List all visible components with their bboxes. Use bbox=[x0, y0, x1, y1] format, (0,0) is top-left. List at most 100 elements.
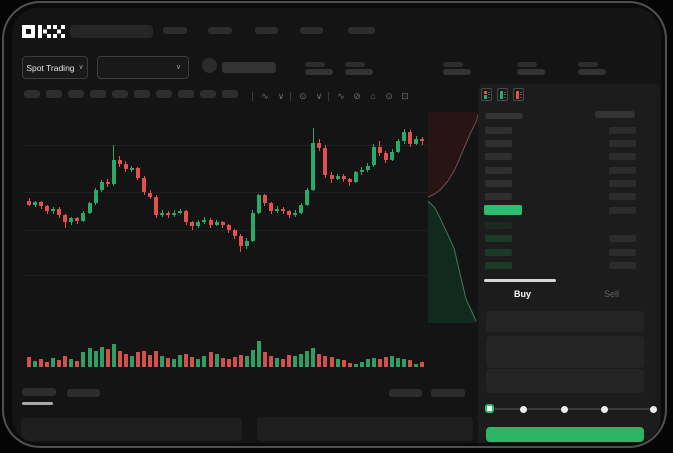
market-type-selector[interactable]: Spot Trading ∨ bbox=[22, 56, 88, 79]
bottom-link-1[interactable] bbox=[389, 389, 422, 397]
volume-bar bbox=[196, 358, 201, 367]
ask-price-skeleton bbox=[485, 140, 512, 147]
tab-sell[interactable]: Sell bbox=[567, 284, 656, 304]
candle bbox=[383, 153, 388, 161]
book-icon-lines bbox=[488, 91, 490, 99]
volume-bar bbox=[299, 353, 304, 367]
candle bbox=[420, 138, 425, 142]
timeframe-chip[interactable] bbox=[222, 90, 238, 98]
volume-bar bbox=[390, 355, 394, 367]
candle bbox=[214, 222, 219, 225]
candle-style-icon[interactable]: ∿ bbox=[261, 91, 269, 101]
slider-stop[interactable] bbox=[520, 405, 527, 413]
volume-bar bbox=[111, 344, 116, 368]
volume-bar bbox=[396, 357, 401, 368]
volume-bar bbox=[27, 356, 31, 367]
candle bbox=[226, 224, 231, 231]
slider-stop[interactable] bbox=[561, 405, 568, 413]
chevron-down-icon[interactable]: ∨ bbox=[277, 91, 285, 101]
nav-item[interactable] bbox=[348, 27, 375, 34]
timeframe-chip[interactable] bbox=[68, 90, 84, 98]
snapshot-icon[interactable]: ⌂ bbox=[370, 91, 376, 101]
timeframe-chip[interactable] bbox=[178, 90, 194, 98]
candle bbox=[311, 142, 316, 190]
slider-stop[interactable] bbox=[601, 405, 608, 413]
candle bbox=[390, 152, 394, 161]
volume-bar bbox=[275, 357, 279, 368]
line-tools-icon[interactable]: ∿ bbox=[337, 91, 345, 101]
toolbar-divider bbox=[290, 92, 291, 101]
toolbar-divider bbox=[252, 92, 253, 101]
candle bbox=[123, 164, 128, 170]
candle bbox=[190, 222, 195, 227]
volume-bar bbox=[75, 361, 80, 367]
timeframe-chip[interactable] bbox=[112, 90, 128, 98]
indicators-icon[interactable]: ⊙ bbox=[299, 91, 307, 101]
asks-book-icon[interactable] bbox=[513, 88, 524, 101]
okx-logo[interactable] bbox=[22, 25, 66, 39]
volume-bar bbox=[33, 361, 38, 367]
volume-bar bbox=[353, 363, 358, 367]
nav-item[interactable] bbox=[255, 27, 278, 34]
price-input[interactable] bbox=[486, 311, 644, 332]
book-icon-lines bbox=[504, 91, 506, 99]
volume-bar bbox=[371, 357, 376, 368]
slider-stop[interactable] bbox=[650, 405, 657, 413]
candles-layer bbox=[24, 103, 428, 378]
stat-label-skeleton bbox=[443, 62, 463, 67]
ask-amount-skeleton bbox=[609, 167, 636, 174]
candle bbox=[341, 176, 346, 179]
h-gridline bbox=[24, 192, 428, 193]
timeframe-chip[interactable] bbox=[134, 90, 150, 98]
candle bbox=[93, 189, 98, 204]
candle-wick bbox=[421, 137, 423, 146]
fullscreen-icon[interactable]: ⊡ bbox=[401, 91, 409, 101]
pair-selector[interactable]: ∨ bbox=[97, 56, 189, 79]
last-price-bar[interactable] bbox=[484, 205, 522, 215]
candlestick-chart[interactable] bbox=[24, 103, 428, 378]
candle bbox=[202, 219, 207, 223]
bottom-link-2[interactable] bbox=[431, 389, 465, 397]
bottom-tab-order-history[interactable] bbox=[67, 389, 100, 397]
buy-submit-button[interactable] bbox=[486, 427, 644, 442]
book-icon-col bbox=[499, 90, 503, 99]
bids-book-icon[interactable] bbox=[497, 88, 508, 101]
timeframe-chip[interactable] bbox=[24, 90, 40, 98]
slider-handle[interactable] bbox=[485, 403, 494, 413]
volume-bar bbox=[190, 356, 195, 367]
volume-bar bbox=[226, 358, 231, 367]
chevron-down-icon[interactable]: ∨ bbox=[315, 91, 323, 101]
nav-item[interactable] bbox=[208, 27, 232, 34]
ask-price-skeleton bbox=[485, 167, 512, 174]
timeframe-chip[interactable] bbox=[200, 90, 216, 98]
compare-icon[interactable]: ⊘ bbox=[353, 91, 361, 101]
nav-item[interactable] bbox=[300, 27, 323, 34]
volume-bar bbox=[383, 356, 388, 367]
tab-buy[interactable]: Buy bbox=[478, 284, 567, 304]
nav-item[interactable] bbox=[163, 27, 187, 34]
bid-price-skeleton bbox=[485, 222, 512, 229]
candle bbox=[39, 201, 44, 206]
volume-bar bbox=[51, 357, 56, 368]
total-input[interactable] bbox=[486, 369, 644, 393]
candle bbox=[365, 165, 370, 170]
bottom-tab-open-orders[interactable] bbox=[22, 388, 56, 396]
candle bbox=[87, 203, 92, 213]
search-input[interactable] bbox=[70, 25, 153, 38]
timeframe-chip[interactable] bbox=[90, 90, 106, 98]
volume-bar bbox=[329, 356, 334, 367]
orders-panel-left bbox=[21, 418, 242, 441]
coin-avatar[interactable] bbox=[202, 58, 217, 73]
ask-price-skeleton bbox=[485, 180, 512, 187]
candle bbox=[347, 179, 352, 182]
settings-icon[interactable]: ⊙ bbox=[385, 91, 393, 101]
volume-bar bbox=[81, 352, 86, 368]
timeframe-chip[interactable] bbox=[46, 90, 62, 98]
volume-layer bbox=[24, 103, 428, 378]
amount-slider[interactable] bbox=[485, 403, 657, 413]
combined-book-icon[interactable] bbox=[481, 88, 492, 101]
candle bbox=[250, 212, 255, 242]
timeframe-chip[interactable] bbox=[156, 90, 172, 98]
book-icon-col bbox=[515, 90, 519, 99]
amount-input[interactable] bbox=[486, 336, 644, 368]
